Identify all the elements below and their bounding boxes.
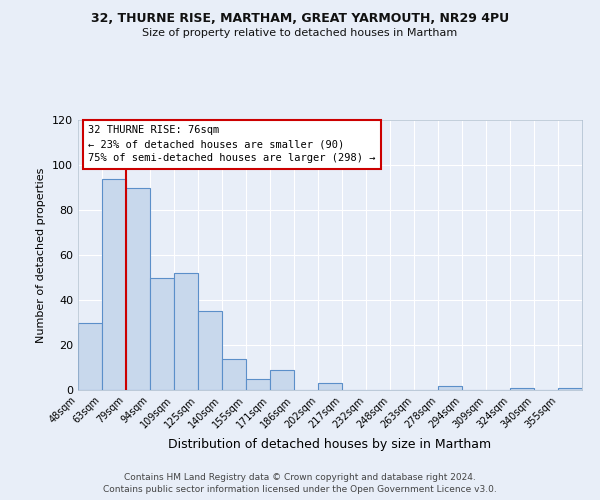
- Text: Contains public sector information licensed under the Open Government Licence v3: Contains public sector information licen…: [103, 485, 497, 494]
- Bar: [198, 311, 222, 390]
- Bar: [150, 278, 174, 390]
- Text: 32, THURNE RISE, MARTHAM, GREAT YARMOUTH, NR29 4PU: 32, THURNE RISE, MARTHAM, GREAT YARMOUTH…: [91, 12, 509, 26]
- Bar: [126, 188, 150, 390]
- Bar: [510, 388, 534, 390]
- Bar: [174, 273, 198, 390]
- X-axis label: Distribution of detached houses by size in Martham: Distribution of detached houses by size …: [169, 438, 491, 451]
- Bar: [222, 358, 246, 390]
- Bar: [78, 322, 102, 390]
- Bar: [558, 388, 582, 390]
- Bar: [246, 379, 270, 390]
- Text: Size of property relative to detached houses in Martham: Size of property relative to detached ho…: [142, 28, 458, 38]
- Text: 32 THURNE RISE: 76sqm
← 23% of detached houses are smaller (90)
75% of semi-deta: 32 THURNE RISE: 76sqm ← 23% of detached …: [88, 126, 376, 164]
- Bar: [270, 370, 294, 390]
- Bar: [438, 386, 462, 390]
- Bar: [102, 178, 126, 390]
- Y-axis label: Number of detached properties: Number of detached properties: [37, 168, 46, 342]
- Text: Contains HM Land Registry data © Crown copyright and database right 2024.: Contains HM Land Registry data © Crown c…: [124, 472, 476, 482]
- Bar: [318, 383, 342, 390]
